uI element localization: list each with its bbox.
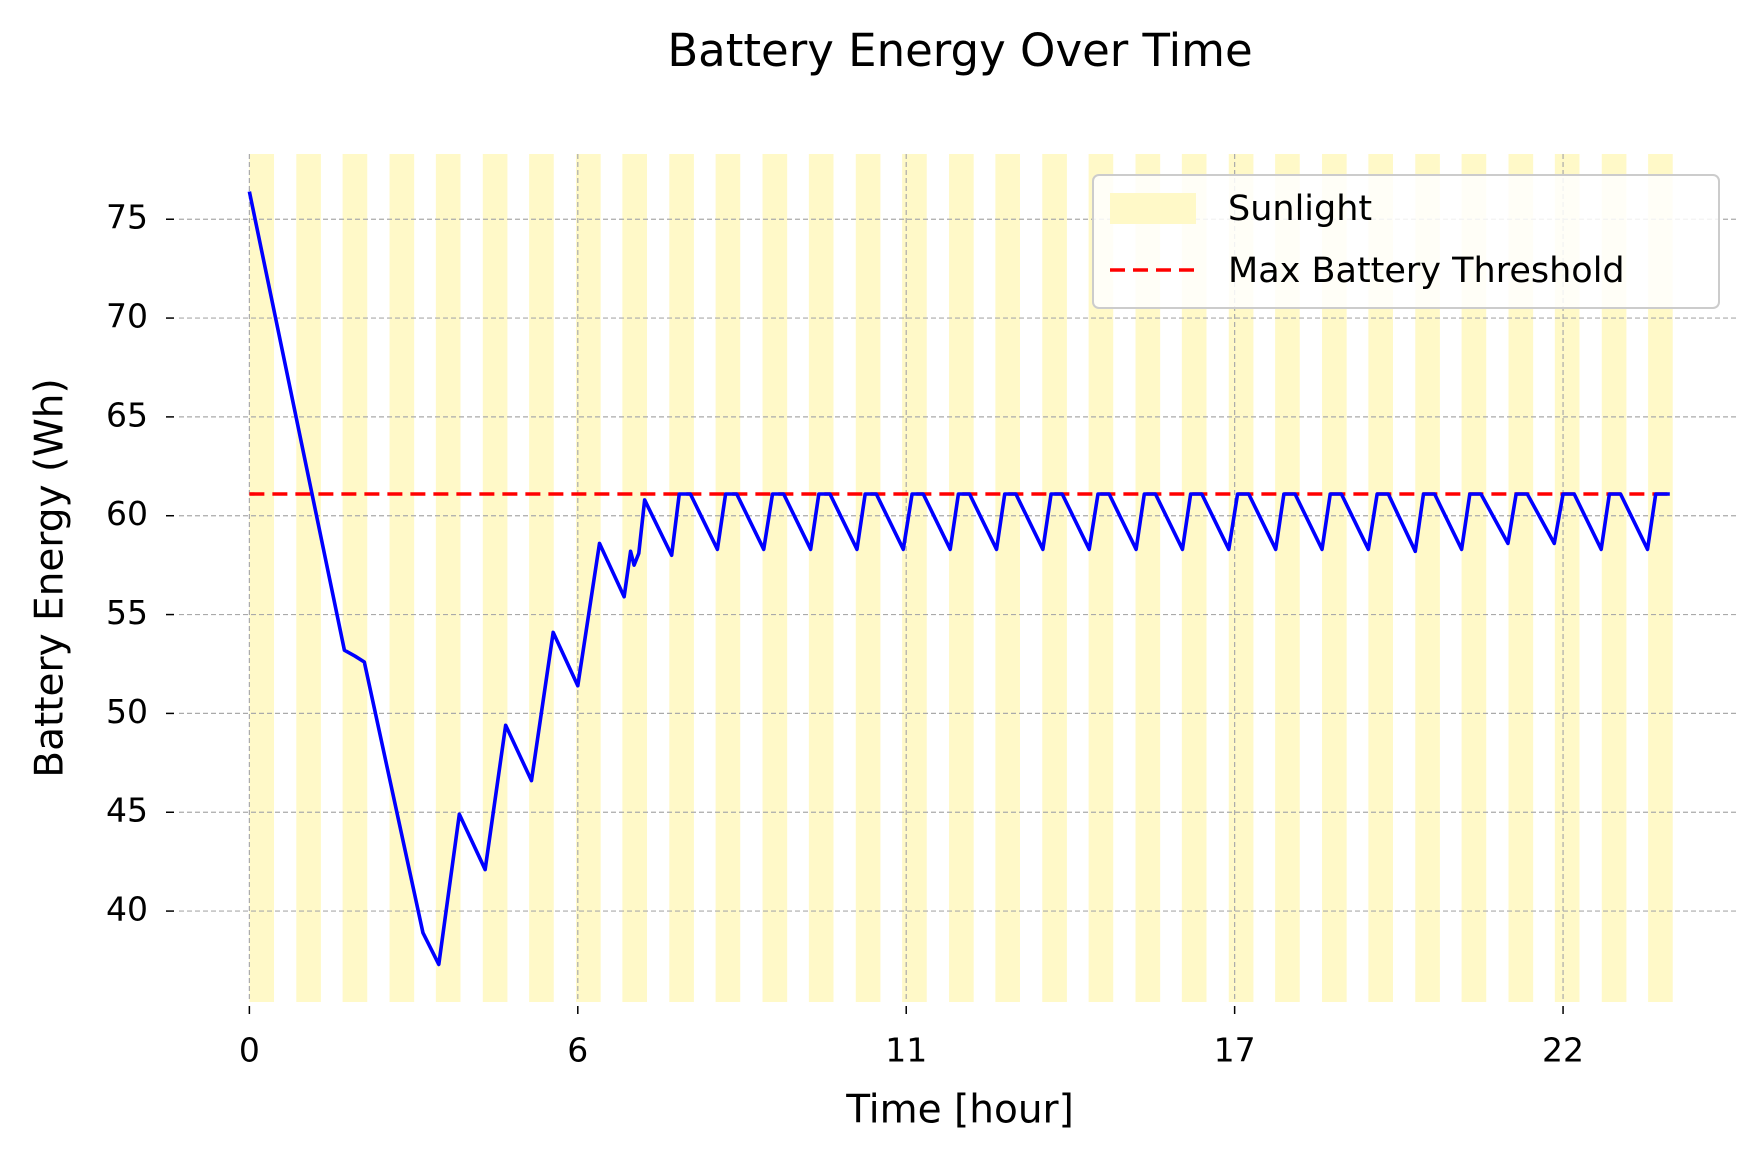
sunlight-band: [342, 154, 368, 1002]
legend-label: Max Battery Threshold: [1228, 251, 1625, 291]
sunlight-band: [249, 154, 275, 1002]
y-tick-label: 60: [106, 494, 148, 533]
x-axis-label: Time [hour]: [845, 1088, 1074, 1133]
sunlight-band: [808, 154, 834, 1002]
sunlight-band: [762, 154, 788, 1002]
battery-line: [247, 191, 1670, 967]
y-tick-label: 45: [106, 791, 148, 830]
sunlight-band: [1042, 154, 1067, 1002]
legend-box: [1092, 174, 1720, 309]
x-tick-label: 11: [885, 1031, 927, 1070]
y-tick-label: 75: [106, 198, 148, 237]
y-tick-label: 65: [106, 395, 148, 434]
sunlight-band: [669, 154, 694, 1002]
y-axis-label: Battery Energy (Wh): [28, 378, 73, 777]
y-tick-label: 40: [106, 890, 148, 929]
sunlight-band: [995, 154, 1020, 1002]
legend-swatch: [1110, 193, 1196, 224]
sunlight-band: [855, 154, 881, 1002]
y-tick-label: 70: [106, 297, 148, 336]
y-tick-label: 55: [106, 593, 148, 632]
x-tick-label: 22: [1542, 1031, 1584, 1070]
legend-label: Sunlight: [1228, 189, 1372, 229]
sunlight-band: [576, 154, 601, 1002]
sunlight-band: [389, 154, 415, 1002]
x-tick-label: 0: [239, 1031, 260, 1070]
y-tick-label: 50: [106, 692, 148, 731]
sunlight-band: [529, 154, 554, 1002]
sunlight-band: [949, 154, 974, 1002]
sunlight-band: [435, 154, 461, 1002]
x-tick-label: 6: [567, 1031, 588, 1070]
sunlight-band: [715, 154, 741, 1002]
legend: Sunlight Max Battery Threshold: [1092, 174, 1720, 309]
sunlight-band: [482, 154, 508, 1002]
x-tick-label: 17: [1214, 1031, 1256, 1070]
sunlight-band: [296, 154, 321, 1002]
chart-title: Battery Energy Over Time: [667, 24, 1252, 77]
